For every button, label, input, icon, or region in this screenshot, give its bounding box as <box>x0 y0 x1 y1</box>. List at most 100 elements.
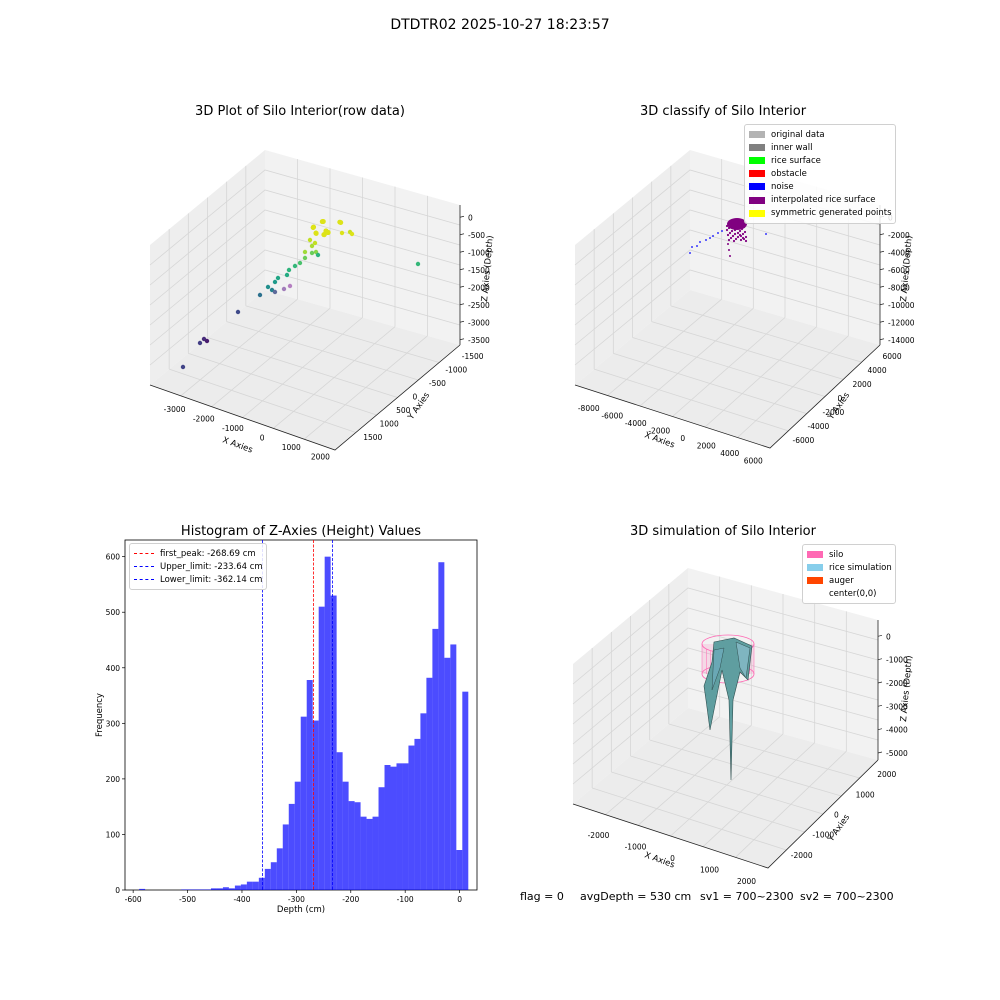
classify-interpolated-point <box>730 229 734 233</box>
raw-point <box>292 263 298 269</box>
classify-interpolated-point <box>738 229 742 233</box>
classify-x-tick: -4000 <box>625 419 647 428</box>
classify-interpolated-point <box>742 225 746 229</box>
sim-z-tick-mark <box>877 658 883 661</box>
classify-grid-y <box>632 337 826 397</box>
histogram-bar <box>378 787 385 890</box>
histogram-title: Histogram of Z-Axies (Height) Values <box>180 524 422 539</box>
legend-entry: silo <box>807 548 891 561</box>
histogram-bar <box>264 868 271 890</box>
sim-z-axis-label: Z Axies (Depth) <box>899 655 915 722</box>
raw-y-tick: 1500 <box>363 433 382 442</box>
raw-y-tick: 0 <box>413 393 418 402</box>
histogram-bar <box>444 657 451 890</box>
sim-z-tick: -3000 <box>886 702 908 711</box>
classify-noise-point <box>717 232 719 234</box>
raw-z-tick: 0 <box>468 213 473 222</box>
histogram-x-tick-label: -600 <box>125 895 142 904</box>
legend-swatch <box>134 579 154 581</box>
classify-y-tick: 0 <box>838 394 843 403</box>
histogram-bar <box>246 881 253 890</box>
legend-swatch <box>807 577 823 585</box>
histogram-x-tick-label: -100 <box>397 895 414 904</box>
classify-y-tick: 4000 <box>868 366 887 375</box>
classify-z-tick: -4000 <box>888 248 910 257</box>
legend-entry: symmetric generated points <box>749 207 892 220</box>
histogram-bar <box>258 877 265 890</box>
classify-noise-point <box>721 230 723 232</box>
sim-z-tick-mark <box>877 751 883 754</box>
classify-z-tick-mark <box>879 338 885 341</box>
raw-grid-y <box>226 321 419 381</box>
raw-point <box>272 279 278 285</box>
legend-entry: Lower_limit: -362.14 cm <box>134 573 262 586</box>
legend-label: first_peak: -268.69 cm <box>160 548 256 559</box>
raw-grid-y <box>207 337 398 398</box>
sim-x-tick: 0 <box>670 854 675 863</box>
status-flag: flag = 0 <box>520 890 564 903</box>
sim-grid-z <box>572 687 879 785</box>
histogram-bar <box>384 765 391 890</box>
histogram-x-tick-label: -400 <box>233 895 250 904</box>
classify-y-tick: -6000 <box>793 436 815 445</box>
figure-suptitle: DTDTR02 2025-10-27 18:23:57 <box>390 17 610 33</box>
classify-z-tick: -6000 <box>888 266 910 275</box>
classify-interpolated-point <box>732 239 736 243</box>
classify-z-tick: -14000 <box>888 336 915 345</box>
legend-label: symmetric generated points <box>771 208 892 219</box>
histogram-bar <box>330 595 337 890</box>
raw-grid-z <box>149 209 461 306</box>
legend-swatch <box>807 590 823 598</box>
raw-z-tick: -1000 <box>468 248 490 257</box>
raw-point <box>315 252 321 258</box>
histogram-bar <box>366 818 373 890</box>
raw-grid-y <box>245 305 440 363</box>
histogram-bar <box>432 628 439 890</box>
raw-grid-z <box>149 189 461 286</box>
legend-swatch <box>749 144 765 152</box>
raw-point <box>309 243 315 249</box>
legend-swatch <box>749 170 765 178</box>
raw-point <box>235 309 241 315</box>
raw-point <box>272 289 278 295</box>
raw-point <box>281 286 287 292</box>
raw-point <box>275 275 281 281</box>
sim-y-axis-label: Y Axies <box>826 812 853 844</box>
histogram-bar <box>216 888 223 890</box>
histogram-bar <box>396 763 403 890</box>
histogram-bar <box>252 881 259 890</box>
classify-interpolated-point <box>730 225 734 229</box>
status-avg-depth: avgDepth = 530 cm <box>580 890 692 903</box>
histogram-y-tick-label: 400 <box>106 664 121 673</box>
classify-x-tick: -2000 <box>648 426 670 435</box>
classify-noise-point <box>765 233 767 235</box>
classify-y-tick: -4000 <box>808 422 830 431</box>
classify-z-tick-mark <box>879 250 885 253</box>
raw-point <box>325 230 331 235</box>
classify-z-tick-mark <box>879 233 885 236</box>
legend-swatch <box>749 131 765 139</box>
classify-z-tick: -10000 <box>888 301 915 310</box>
histogram-bar <box>318 606 325 890</box>
raw-point <box>287 283 293 289</box>
classify-3d-axes: -8000-6000-4000-20000200040006000-6000-4… <box>574 150 915 465</box>
status-sv2: sv2 = 700~2300 <box>800 890 894 903</box>
raw-y-tick: -1500 <box>462 352 484 361</box>
histogram-bar <box>426 677 433 890</box>
raw-grid-z <box>149 169 461 266</box>
sim-floor-pane <box>573 708 878 868</box>
simulation-legend: silo rice simulation auger center(0,0) <box>802 544 896 605</box>
classify-x-tick: 4000 <box>720 449 739 458</box>
histogram-bar <box>336 752 343 890</box>
raw-point <box>307 237 313 243</box>
classify-interpolated-point <box>735 226 739 230</box>
classify-z-tick: -8000 <box>888 283 910 292</box>
raw-grid-z <box>149 269 461 366</box>
raw-z-tick-mark <box>459 285 465 288</box>
legend-swatch <box>749 157 765 165</box>
histogram-bar <box>462 691 469 890</box>
raw-point <box>349 231 355 237</box>
classify-interpolated-point <box>737 224 741 228</box>
histogram-x-axis-label: Depth (cm) <box>277 905 325 915</box>
raw-grid-y <box>188 352 377 416</box>
